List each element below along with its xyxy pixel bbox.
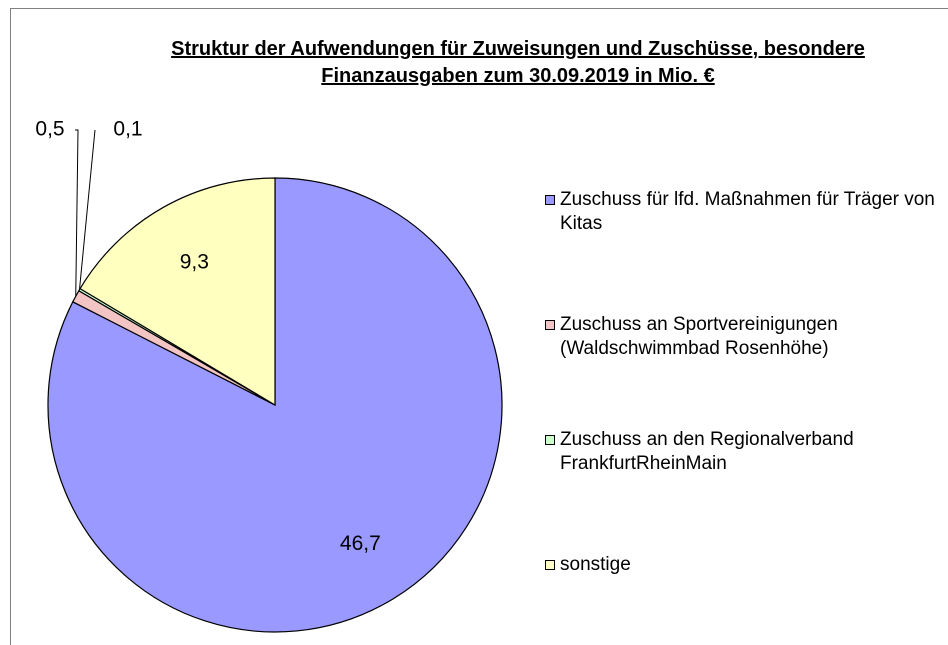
data-label: 0,1 xyxy=(113,118,142,141)
chart-title: Struktur der Aufwendungen für Zuweisunge… xyxy=(171,38,865,87)
leader-line xyxy=(75,129,79,297)
legend-item: Zuschuss für lfd. Maßnahmen für Träger v… xyxy=(545,188,948,236)
data-label: 9,3 xyxy=(180,250,209,273)
legend-item: Zuschuss an den Regionalverband Frankfur… xyxy=(545,428,948,476)
data-label: 46,7 xyxy=(340,532,381,555)
legend-swatch xyxy=(545,560,555,570)
legend-swatch xyxy=(545,195,555,205)
data-label: 0,5 xyxy=(35,118,64,141)
legend-item: Zuschuss an Sportvereinigungen (Waldschw… xyxy=(545,313,948,361)
legend-label: Zuschuss an den Regionalverband Frankfur… xyxy=(560,429,854,474)
leader-line xyxy=(78,129,96,290)
chart-border xyxy=(10,8,948,645)
legend-swatch xyxy=(545,435,555,445)
legend-label: Zuschuss an Sportvereinigungen (Waldschw… xyxy=(560,314,838,359)
legend-label: sonstige xyxy=(560,554,631,575)
legend-swatch xyxy=(545,320,555,330)
legend-item: sonstige xyxy=(545,553,948,577)
pie-slice xyxy=(79,177,276,407)
legend-label: Zuschuss für lfd. Maßnahmen für Träger v… xyxy=(560,189,935,234)
